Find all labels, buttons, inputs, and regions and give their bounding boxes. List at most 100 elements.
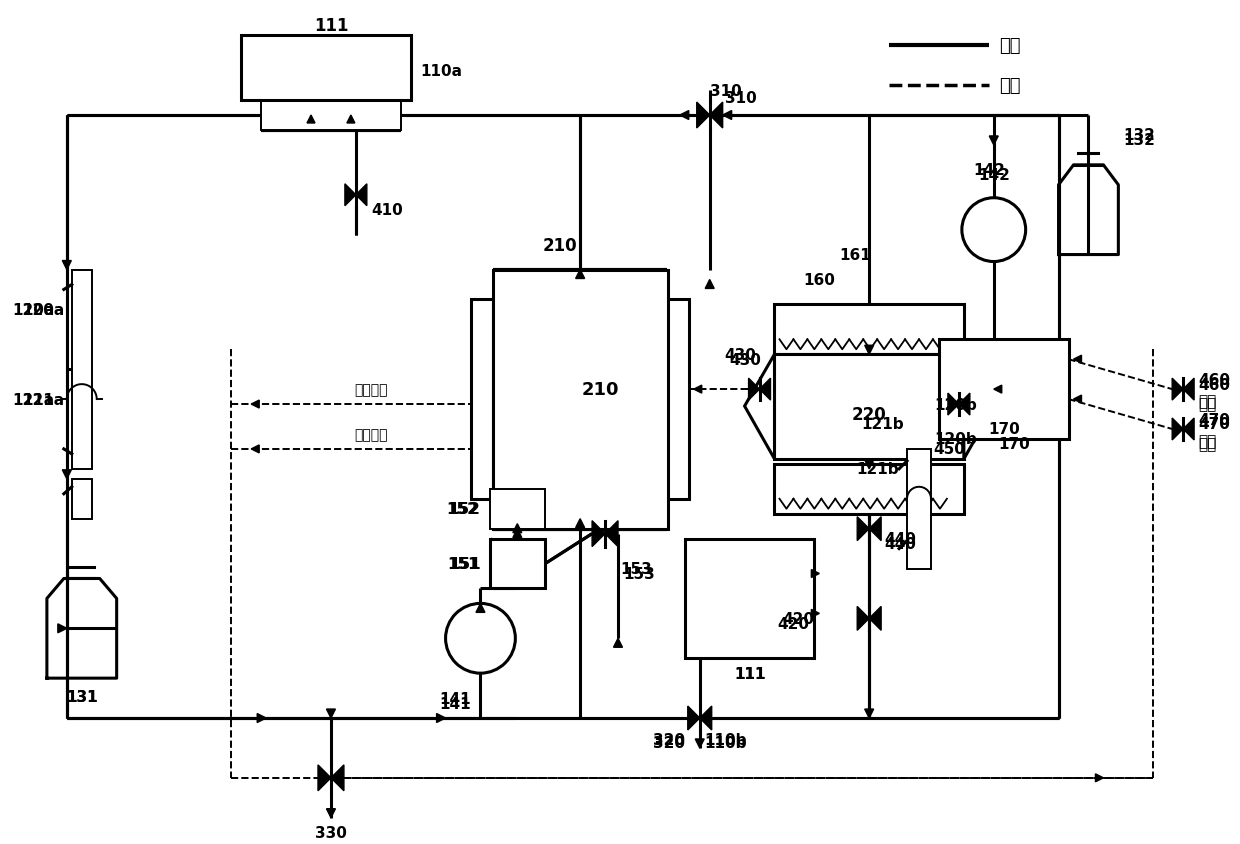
Polygon shape bbox=[811, 570, 820, 578]
Text: 111: 111 bbox=[314, 17, 348, 35]
Bar bbox=[491, 539, 546, 589]
Polygon shape bbox=[857, 517, 869, 541]
Text: 152: 152 bbox=[449, 501, 480, 517]
Text: 460: 460 bbox=[1198, 372, 1230, 387]
Text: 210: 210 bbox=[543, 236, 578, 254]
Text: 170: 170 bbox=[988, 422, 1019, 437]
Polygon shape bbox=[1183, 419, 1194, 441]
Text: 210: 210 bbox=[582, 381, 619, 398]
Text: 153: 153 bbox=[622, 566, 655, 582]
Text: 水路: 水路 bbox=[998, 37, 1021, 55]
Text: 420: 420 bbox=[782, 611, 815, 626]
Text: 410: 410 bbox=[371, 203, 403, 218]
Polygon shape bbox=[959, 393, 970, 415]
Polygon shape bbox=[326, 709, 336, 718]
Text: 阳极出口: 阳极出口 bbox=[355, 382, 388, 397]
Text: 430: 430 bbox=[729, 352, 761, 367]
Text: 170: 170 bbox=[998, 437, 1029, 452]
Text: 153: 153 bbox=[620, 561, 652, 576]
Text: 空气: 空气 bbox=[1198, 397, 1216, 412]
Polygon shape bbox=[252, 401, 259, 408]
Polygon shape bbox=[605, 521, 618, 547]
Polygon shape bbox=[869, 517, 882, 541]
Polygon shape bbox=[693, 386, 702, 393]
Text: 120a: 120a bbox=[12, 302, 55, 317]
Polygon shape bbox=[614, 639, 622, 647]
Text: 142: 142 bbox=[973, 163, 1004, 178]
Polygon shape bbox=[62, 262, 72, 270]
Polygon shape bbox=[513, 529, 522, 538]
Text: 141: 141 bbox=[440, 695, 471, 711]
Polygon shape bbox=[869, 607, 882, 630]
Bar bbox=[775, 305, 963, 354]
Text: 121b: 121b bbox=[862, 417, 904, 432]
Bar bbox=[491, 490, 546, 529]
Bar bbox=[72, 479, 92, 519]
Polygon shape bbox=[575, 270, 584, 279]
Text: 120b: 120b bbox=[934, 432, 977, 447]
Polygon shape bbox=[811, 609, 820, 618]
Text: 121a: 121a bbox=[22, 392, 64, 407]
Polygon shape bbox=[947, 393, 959, 415]
Text: 120a: 120a bbox=[22, 302, 64, 317]
Text: 空气: 空气 bbox=[1198, 394, 1216, 409]
Polygon shape bbox=[699, 706, 712, 730]
Polygon shape bbox=[706, 280, 714, 289]
Polygon shape bbox=[513, 524, 522, 533]
Text: 142: 142 bbox=[978, 168, 1009, 183]
Text: 121a: 121a bbox=[12, 392, 55, 407]
Text: 121b: 121b bbox=[857, 462, 899, 477]
Text: 132: 132 bbox=[1123, 128, 1156, 143]
Bar bbox=[906, 449, 931, 569]
Polygon shape bbox=[749, 379, 760, 401]
Bar bbox=[684, 539, 815, 658]
Polygon shape bbox=[1183, 379, 1194, 401]
Polygon shape bbox=[709, 103, 723, 129]
Bar bbox=[242, 36, 410, 101]
Polygon shape bbox=[345, 185, 356, 207]
Polygon shape bbox=[476, 603, 485, 613]
Bar bbox=[667, 300, 688, 499]
Polygon shape bbox=[575, 519, 584, 528]
Polygon shape bbox=[760, 379, 770, 401]
Polygon shape bbox=[436, 714, 445, 722]
Text: 161: 161 bbox=[839, 248, 870, 262]
Polygon shape bbox=[963, 354, 993, 459]
Polygon shape bbox=[62, 470, 72, 479]
Polygon shape bbox=[58, 624, 67, 633]
Text: 440: 440 bbox=[884, 537, 916, 551]
Polygon shape bbox=[696, 739, 704, 748]
Polygon shape bbox=[591, 521, 605, 547]
Text: 气路: 气路 bbox=[998, 77, 1021, 95]
Text: 320: 320 bbox=[652, 733, 684, 748]
Bar bbox=[775, 464, 963, 514]
Text: 470: 470 bbox=[1198, 417, 1230, 432]
Text: 110a: 110a bbox=[420, 63, 463, 78]
Text: 220: 220 bbox=[852, 406, 887, 424]
Text: 氢气: 氢气 bbox=[1198, 434, 1216, 449]
Bar bbox=[471, 300, 494, 499]
Text: 320: 320 bbox=[652, 736, 684, 750]
Text: 420: 420 bbox=[777, 616, 810, 631]
Text: 氢气: 氢气 bbox=[1198, 437, 1216, 452]
Polygon shape bbox=[331, 765, 343, 791]
Text: 131: 131 bbox=[66, 689, 98, 704]
Polygon shape bbox=[1074, 396, 1081, 403]
Polygon shape bbox=[308, 116, 315, 124]
Text: 阴极出口: 阴极出口 bbox=[355, 427, 388, 441]
Text: 110b: 110b bbox=[704, 736, 748, 750]
Polygon shape bbox=[326, 809, 336, 818]
Polygon shape bbox=[1172, 379, 1183, 401]
Text: 450: 450 bbox=[932, 442, 965, 457]
Polygon shape bbox=[1172, 419, 1183, 441]
Text: 160: 160 bbox=[804, 273, 836, 288]
Text: 152: 152 bbox=[446, 501, 479, 517]
Polygon shape bbox=[864, 709, 874, 718]
Polygon shape bbox=[990, 137, 998, 146]
Polygon shape bbox=[864, 460, 874, 469]
Bar bbox=[939, 340, 1069, 440]
Text: 120b: 120b bbox=[934, 397, 977, 412]
Text: 131: 131 bbox=[66, 689, 98, 704]
Polygon shape bbox=[697, 103, 709, 129]
Polygon shape bbox=[1074, 356, 1081, 364]
